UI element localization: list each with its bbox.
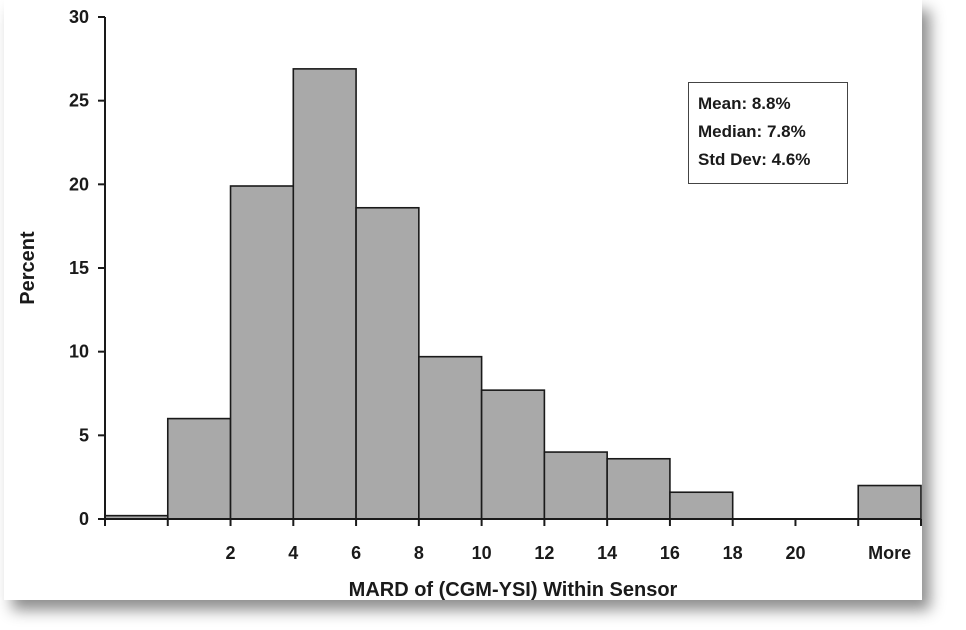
bar-7 (543, 451, 608, 520)
bar-4 (355, 206, 420, 520)
stat-mean: Mean: 8.8% (698, 94, 791, 113)
y-tick-label: 15 (69, 258, 89, 278)
x-tick-label: 4 (288, 543, 298, 563)
x-tick-label: 16 (660, 543, 680, 563)
bar-5 (418, 355, 483, 520)
statistics-box: Mean: 8.8% Median: 7.8% Std Dev: 4.6% (688, 82, 848, 184)
y-axis: 0 5 10 15 20 25 30 (69, 7, 106, 529)
bar-6 (480, 389, 546, 520)
x-tick-label: 20 (785, 543, 805, 563)
histogram-chart: 0 5 10 15 20 25 30 2 4 6 8 10 12 14 16 18 20 More Percen… (17, 7, 922, 600)
y-tick-label: 5 (79, 425, 89, 445)
x-tick-label: More (868, 543, 911, 563)
bar-3 (292, 68, 357, 520)
bars-group (104, 68, 922, 520)
y-tick-label: 30 (69, 7, 89, 27)
x-axis: 2 4 6 8 10 12 14 16 18 20 More (104, 518, 922, 563)
x-tick-label: 2 (226, 543, 236, 563)
bar-2 (229, 185, 295, 520)
stat-std-dev: Std Dev: 4.6% (698, 150, 811, 169)
bar-1 (166, 417, 232, 520)
x-tick-label: 12 (534, 543, 554, 563)
x-tick-label: 14 (597, 543, 617, 563)
y-tick-label: 25 (69, 91, 89, 111)
y-tick-label: 10 (69, 342, 89, 362)
chart-frame: 0 5 10 15 20 25 30 2 4 6 8 10 12 14 16 18 20 More Percen… (4, 0, 922, 600)
x-tick-label: 6 (351, 543, 361, 563)
x-tick-label: 8 (414, 543, 424, 563)
bar-8 (606, 457, 671, 520)
y-tick-label: 20 (69, 174, 89, 194)
y-tick-label: 0 (79, 509, 89, 529)
x-axis-title: MARD of (CGM-YSI) Within Sensor (349, 579, 678, 600)
y-axis-title: Percent (17, 231, 39, 305)
x-tick-label: 18 (723, 543, 743, 563)
bar-9 (669, 491, 734, 520)
stat-median: Median: 7.8% (698, 122, 806, 141)
x-tick-label: 10 (472, 543, 492, 563)
bar-12 (857, 484, 922, 520)
